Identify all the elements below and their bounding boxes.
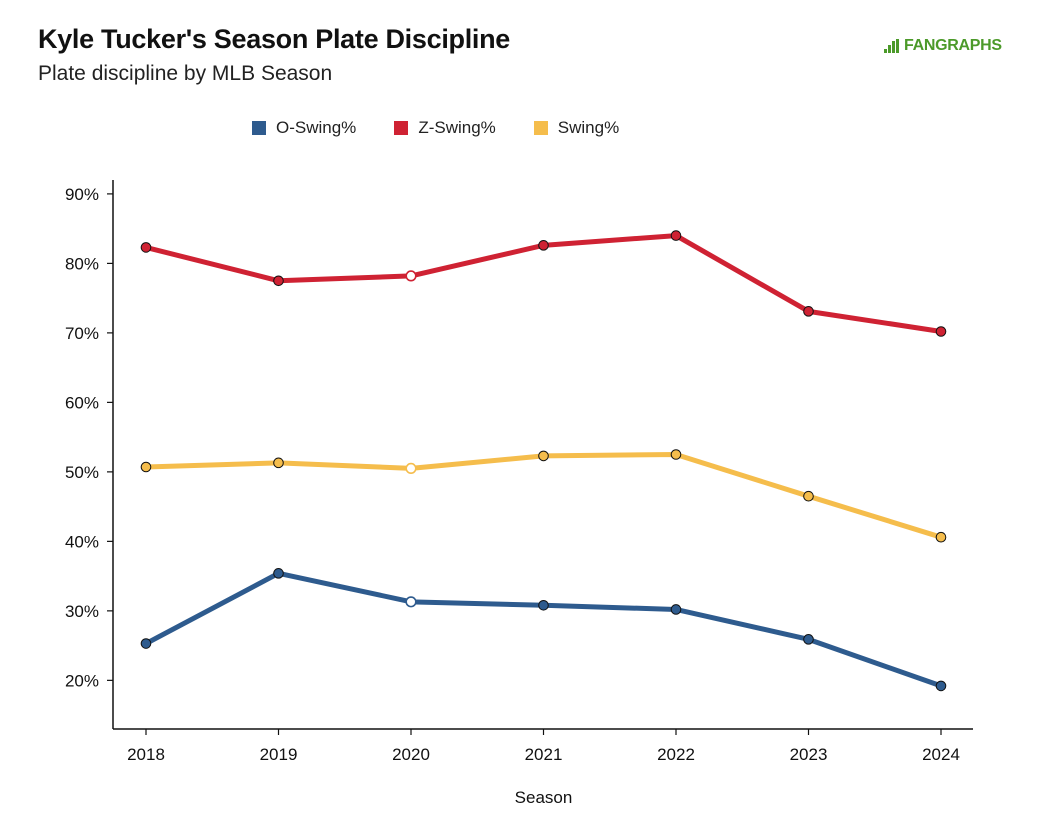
chart-legend: O-Swing% Z-Swing% Swing% (252, 118, 657, 138)
series-line-o-swing (143, 570, 944, 689)
data-point-z-swing (405, 270, 417, 282)
data-point-z-swing (273, 275, 284, 287)
data-point-z-swing (670, 230, 682, 241)
data-point-o-swing (538, 600, 549, 611)
legend-item-o-swing: O-Swing% (252, 118, 356, 138)
data-point-swing (405, 462, 417, 474)
x-tick-label: 2023 (790, 745, 828, 764)
data-point-o-swing (140, 638, 152, 649)
data-point-z-swing (538, 240, 549, 251)
legend-swatch-z-swing (394, 121, 409, 135)
x-tick-label: 2020 (392, 745, 430, 764)
series-line-swing (143, 452, 944, 540)
data-point-o-swing (935, 680, 947, 692)
data-point-swing (273, 457, 284, 469)
y-tick-label: 50% (65, 463, 99, 482)
data-point-swing (803, 490, 814, 502)
fangraphs-bars-icon (884, 39, 899, 53)
y-tick-label: 40% (65, 532, 99, 551)
y-tick-label: 80% (65, 254, 99, 273)
data-point-swing (935, 531, 947, 543)
data-point-z-swing (803, 306, 814, 317)
data-point-o-swing (670, 604, 682, 615)
x-tick-label: 2022 (657, 745, 695, 764)
data-point-swing (670, 449, 682, 460)
y-tick-label: 20% (65, 671, 99, 690)
x-tick-label: 2021 (525, 745, 563, 764)
legend-item-swing: Swing% (533, 118, 620, 138)
y-tick-label: 30% (65, 602, 99, 621)
data-point-swing (140, 461, 152, 473)
data-point-o-swing (405, 596, 417, 608)
legend-label-swing: Swing% (557, 118, 620, 137)
fangraphs-logo-text: FANGRAPHS (904, 37, 1002, 54)
data-point-z-swing (935, 326, 947, 337)
chart-subtitle: Plate discipline by MLB Season (38, 62, 333, 85)
legend-swatch-o-swing (252, 121, 266, 135)
data-point-o-swing (273, 568, 284, 579)
y-tick-label: 90% (65, 185, 99, 204)
y-tick-label: 60% (65, 393, 99, 412)
data-point-z-swing (140, 242, 152, 253)
x-axis-title: Season (515, 788, 573, 807)
chart-title: Kyle Tucker's Season Plate Discipline (38, 24, 511, 54)
y-tick-label: 70% (65, 324, 99, 343)
legend-swatch-swing (533, 121, 548, 135)
data-point-o-swing (803, 634, 814, 645)
fangraphs-logo: FANGRAPHS (884, 37, 1002, 55)
legend-item-z-swing: Z-Swing% (394, 118, 496, 138)
data-point-swing (538, 450, 549, 462)
x-tick-label: 2024 (922, 745, 960, 764)
legend-label-o-swing: O-Swing% (276, 118, 357, 137)
legend-label-z-swing: Z-Swing% (418, 118, 496, 137)
x-tick-label: 2019 (260, 745, 298, 764)
x-tick-label: 2018 (127, 745, 165, 764)
